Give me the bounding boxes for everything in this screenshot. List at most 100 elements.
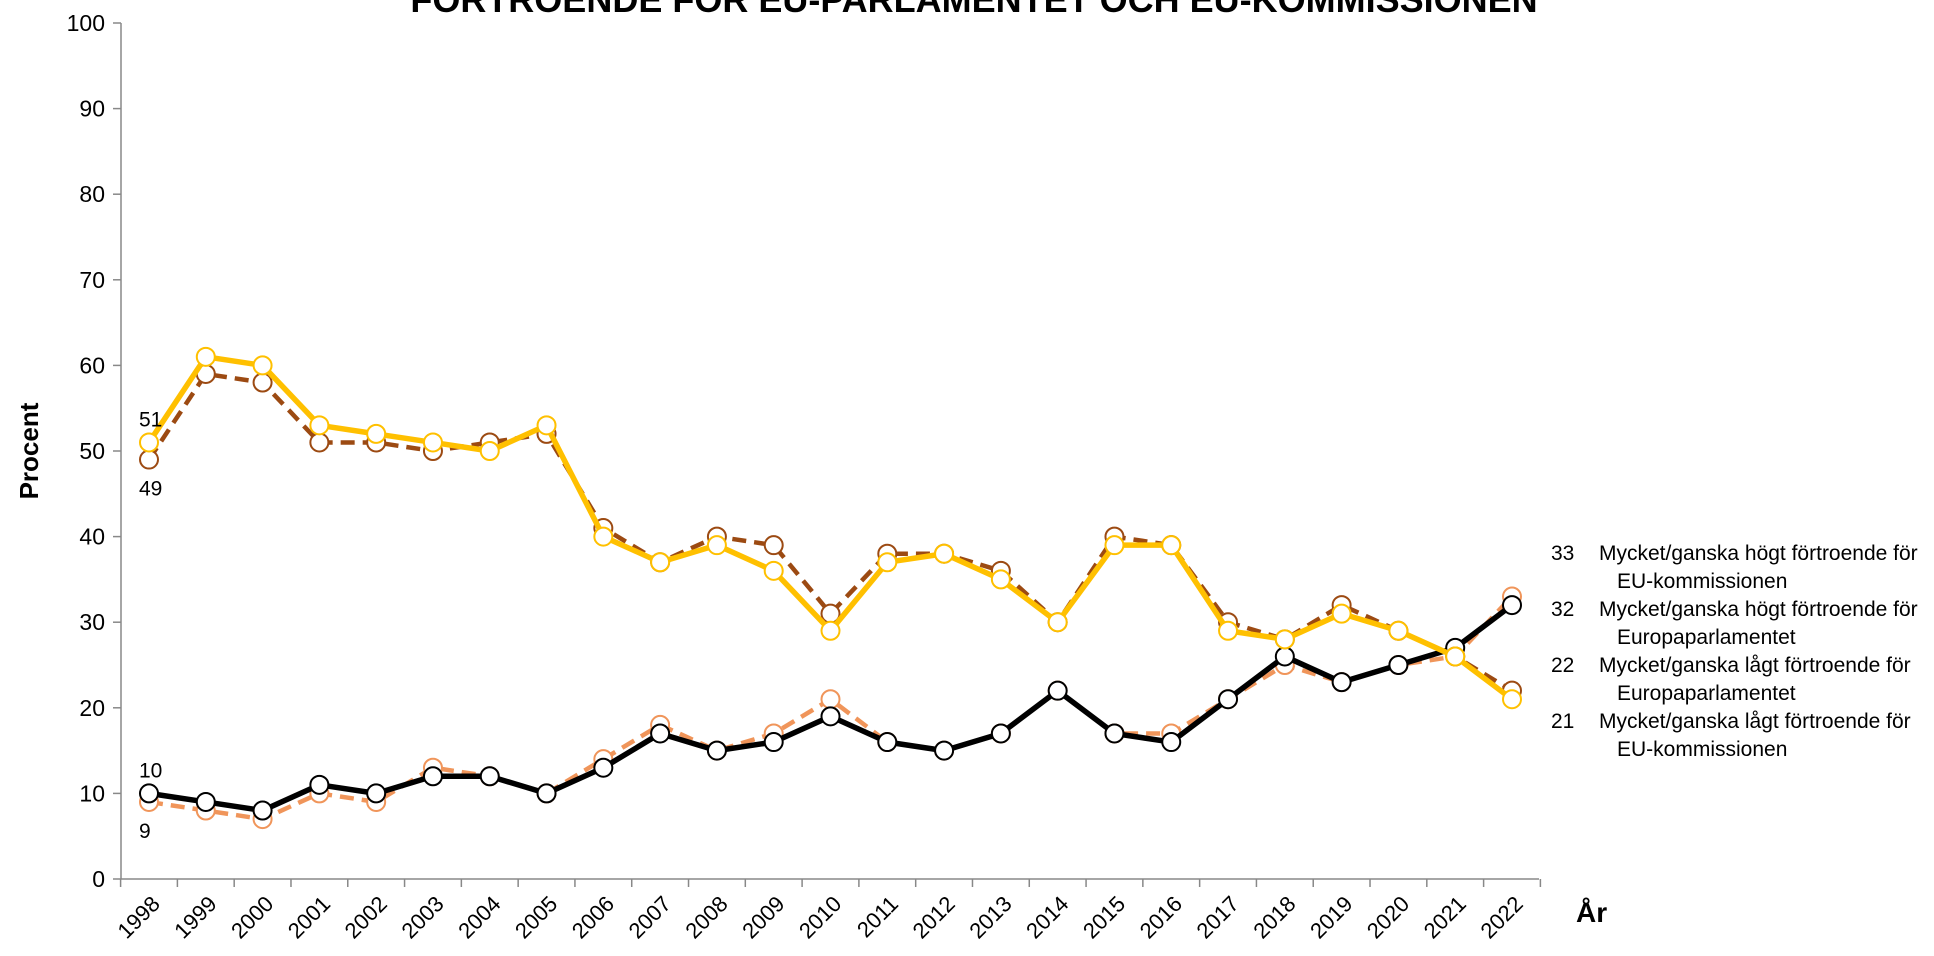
x-tick-label: 2011 — [852, 891, 903, 942]
data-point — [1502, 689, 1522, 710]
y-tick-label: 70 — [79, 267, 105, 293]
data-point — [139, 449, 159, 470]
x-tick-label: 2009 — [737, 891, 789, 943]
data-label: 51 — [139, 408, 162, 431]
y-tick-label: 90 — [79, 96, 105, 122]
data-point — [1161, 732, 1182, 753]
data-point — [309, 432, 330, 453]
data-point — [536, 415, 557, 436]
y-tick-label: 30 — [79, 609, 105, 635]
x-tick-label: 2000 — [226, 891, 278, 943]
legend-entry: 22 Mycket/ganska lågt förtroende för Euro… — [1551, 652, 1934, 708]
data-point — [990, 723, 1011, 744]
data-point — [139, 432, 159, 453]
data-point — [1502, 595, 1522, 616]
y-tick-label: 40 — [79, 524, 105, 550]
data-point — [593, 526, 614, 547]
data-point — [1218, 689, 1239, 710]
data-point — [195, 346, 216, 367]
x-tick-label: 2016 — [1135, 891, 1187, 943]
data-point — [309, 415, 330, 436]
series-line — [147, 371, 1514, 693]
data-point — [309, 774, 330, 795]
data-point — [422, 766, 443, 787]
legend-value: 33 — [1551, 542, 1575, 565]
series-line — [146, 354, 1514, 702]
data-point — [650, 552, 671, 573]
data-point — [252, 355, 273, 376]
x-tick-label: 2010 — [794, 891, 846, 943]
data-point — [366, 783, 387, 804]
data-point — [763, 535, 784, 556]
legend-entry: 33 Mycket/ganska högt förtroende för EU-k… — [1551, 540, 1934, 596]
x-tick-label: 2018 — [1248, 891, 1300, 943]
data-point — [422, 432, 443, 453]
x-tick-label: 2005 — [510, 891, 562, 943]
x-tick-label: 1998 — [112, 891, 164, 943]
data-point — [990, 569, 1011, 590]
x-axis-label: År — [1576, 897, 1607, 928]
data-point — [706, 740, 727, 761]
x-tick-label: 2002 — [340, 891, 392, 943]
data-point — [820, 689, 841, 710]
data-point — [139, 783, 159, 804]
data-point — [1104, 535, 1125, 556]
data-point — [593, 757, 614, 778]
data-point — [479, 441, 500, 461]
data-point — [934, 740, 955, 761]
data-point — [706, 535, 727, 556]
data-point — [1331, 603, 1352, 624]
data-point — [536, 783, 557, 804]
data-point — [195, 791, 216, 812]
x-tick-label: 1999 — [169, 891, 221, 943]
x-tick-label: 2017 — [1192, 891, 1244, 943]
legend-label: Mycket/ganska lågt förtroende för EU-kom… — [1599, 710, 1911, 761]
data-point — [1104, 723, 1125, 744]
x-tick-label: 2001 — [283, 891, 335, 943]
data-point — [1218, 620, 1239, 641]
y-tick-label: 10 — [79, 780, 105, 806]
data-label: 9 — [139, 820, 151, 843]
y-tick-label: 0 — [92, 866, 105, 892]
data-point — [934, 543, 955, 564]
legend-value: 22 — [1551, 654, 1575, 677]
data-point — [252, 372, 273, 393]
data-point — [366, 423, 387, 444]
data-point — [877, 732, 898, 753]
chart-title: FÖRTROENDE FÖR EU-PARLAMENTET OCH EU-KOM… — [410, 0, 1537, 20]
data-point — [1388, 620, 1409, 641]
y-axis-label: Procent — [14, 402, 44, 499]
legend-label: Mycket/ganska lågt förtroende för Europa… — [1599, 654, 1911, 705]
legend-entry: 32 Mycket/ganska högt förtroende för Euro… — [1551, 596, 1934, 652]
data-point — [1274, 629, 1295, 650]
x-tick-label: 2004 — [453, 891, 505, 943]
x-tick-label: 2020 — [1362, 891, 1414, 943]
y-tick-label: 50 — [79, 438, 105, 464]
x-tick-label: 2021 — [1419, 891, 1471, 943]
data-point — [650, 723, 671, 744]
x-tick-label: 2013 — [964, 891, 1016, 943]
data-point — [479, 766, 500, 787]
legend-value: 21 — [1551, 710, 1575, 733]
x-tick-label: 2019 — [1305, 891, 1357, 943]
x-tick-label: 2022 — [1475, 891, 1527, 943]
x-tick-label: 2006 — [567, 891, 619, 943]
data-point — [252, 800, 273, 821]
y-tick-label: 20 — [79, 695, 105, 721]
data-point — [877, 552, 898, 573]
y-tick-label: 60 — [79, 352, 105, 378]
data-point — [1331, 672, 1352, 693]
x-tick-label: 2012 — [908, 891, 960, 943]
x-tick-label: 2014 — [1021, 891, 1073, 943]
data-point — [1161, 535, 1182, 556]
x-tick-label: 2015 — [1078, 891, 1130, 943]
data-point — [1047, 680, 1068, 701]
x-tick-label: 2008 — [680, 891, 732, 943]
data-point — [1274, 646, 1295, 667]
data-label: 10 — [139, 759, 162, 782]
data-label: 49 — [139, 478, 162, 501]
legend-label: Mycket/ganska högt förtroende för EU-kom… — [1599, 542, 1918, 593]
legend-entry: 21 Mycket/ganska lågt förtroende för EU-k… — [1551, 708, 1934, 764]
